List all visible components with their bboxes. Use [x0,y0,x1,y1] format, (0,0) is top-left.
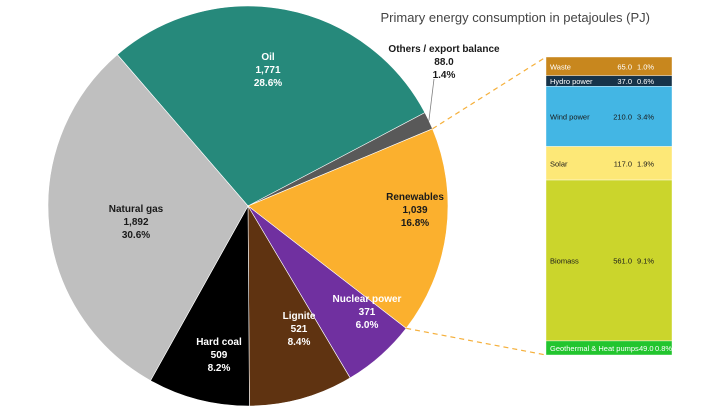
slice-label-hard-coal-percent-label: 8.2% [208,363,231,374]
slice-label-others-export-balance-name: Others / export balance [388,44,500,55]
slice-label-lignite-value-label: 521 [291,324,308,335]
bar-label-wind-power-percent-label: 3.4% [637,112,654,121]
slice-label-renewables-value-label: 1,039 [402,205,427,216]
bar-label-biomass-value-label: 561.0 [613,256,632,265]
slice-label-others-export-balance-value-label: 88.0 [434,57,454,68]
slice-label-nuclear-power-name: Nuclear power [333,294,402,305]
bar-segment-wind-power [545,86,673,147]
slice-label-renewables-name: Renewables [386,192,444,203]
bar-label-hydro-power-value-label: 37.0 [617,77,632,86]
pie-chart: Oil 1,771 28.6% Others / export balance 88.0… [47,5,500,407]
slice-label-nuclear-power-percent-label: 6.0% [356,320,379,331]
bar-label-solar-name: Solar [550,159,568,168]
bar-label-geothermal-and-heat-pumps-value-label: 49.0 [639,344,654,353]
bar-label-solar-value-label: 117.0 [614,159,632,168]
slice-label-oil-percent-label: 28.6% [254,78,282,89]
slice-label-hard-coal-value-label: 509 [211,350,228,361]
bar-label-geothermal-and-heat-pumps-percent-label: 0.8% [655,344,672,353]
connector-lines [406,56,547,356]
bar-segment-solar [545,146,673,181]
bar-label-waste-name: Waste [550,62,571,71]
slice-label-renewables-percent-label: 16.8% [401,218,429,229]
slice-label-nuclear-power-value-label: 371 [359,307,376,318]
chart-title: Primary energy consumption in petajoules… [380,10,650,25]
pie-slice-renewables [247,128,449,329]
renewables-breakdown-bar: Waste 65.0 1.0% Hydro power 37.0 0.6% Wind pow… [545,56,673,356]
bar-label-biomass-name: Biomass [550,256,579,265]
slice-label-oil-value-label: 1,771 [255,65,280,76]
bar-label-wind-power-name: Wind power [550,112,590,121]
bar-label-waste-percent-label: 1.0% [637,62,654,71]
slice-label-hard-coal-name: Hard coal [196,337,242,348]
slice-label-natural-gas-value-label: 1,892 [123,217,148,228]
pie-slice-hard-coal [150,204,250,407]
bar-label-biomass-percent-label: 9.1% [637,256,654,265]
bar-label-solar-percent-label: 1.9% [637,159,654,168]
slice-label-lignite-name: Lignite [283,311,316,322]
bar-label-wind-power-value-label: 210.0 [613,112,632,121]
slice-label-others-export-balance-percent-label: 1.4% [433,70,456,81]
bar-label-geothermal-and-heat-pumps-name: Geothermal & Heat pumps [550,344,639,353]
slice-label-natural-gas-name: Natural gas [109,204,164,215]
slice-label-lignite-percent-label: 8.4% [288,337,311,348]
pie-slice-lignite [247,204,351,407]
pie-slice-natural-gas [47,54,249,382]
bar-segment-biomass [545,179,673,342]
slice-label-oil-name: Oil [261,52,275,63]
bar-label-waste-value-label: 65.0 [617,62,632,71]
pie-slice-oil [116,5,426,207]
bar-segment-geothermal-and-heat-pumps [545,340,673,356]
connector-line-top [432,56,547,130]
others-leader-line [428,78,435,121]
slice-label-natural-gas-percent-label: 30.6% [122,230,150,241]
connector-line-bottom [406,327,547,356]
bar-label-hydro-power-percent-label: 0.6% [637,77,654,86]
bar-label-hydro-power-name: Hydro power [550,77,593,86]
